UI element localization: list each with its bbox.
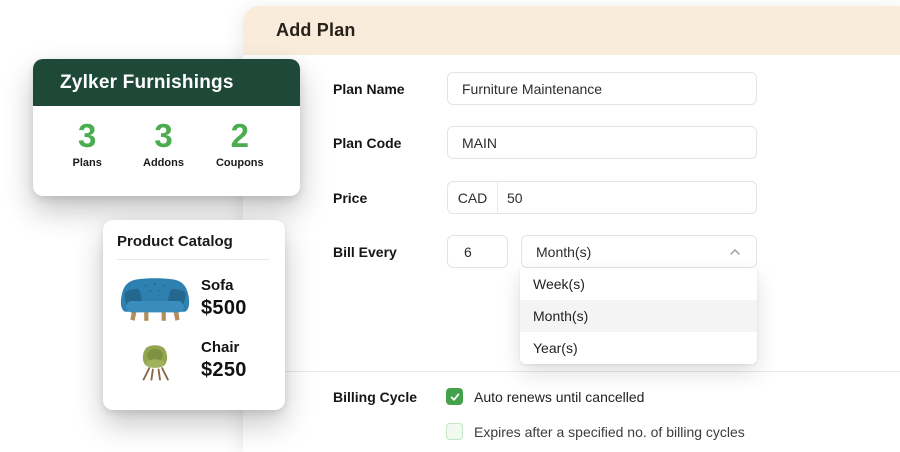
plan-name-input[interactable]: Furniture Maintenance	[447, 72, 757, 105]
price-label: Price	[333, 190, 368, 206]
chair-text: Chair $250	[201, 339, 247, 382]
chair-name: Chair	[201, 339, 240, 356]
checkbox-unchecked-icon[interactable]	[446, 423, 463, 440]
stat-coupons: 2 Coupons	[202, 119, 278, 169]
price-value: 50	[507, 189, 523, 206]
stat-plans-value: 3	[77, 117, 97, 154]
dropdown-option-years[interactable]: Year(s)	[520, 332, 757, 364]
section-divider	[243, 371, 900, 372]
dropdown-option-weeks[interactable]: Week(s)	[520, 268, 757, 300]
checkmark-icon	[450, 393, 459, 401]
billing-option-expires[interactable]: Expires after a specified no. of billing…	[446, 423, 745, 440]
zylker-summary-card: Zylker Furnishings 3 Plans 3 Addons 2 Co…	[33, 59, 300, 196]
page-title: Add Plan	[276, 20, 356, 40]
billing-cycle-label: Billing Cycle	[333, 389, 418, 405]
chevron-up-icon	[730, 248, 740, 255]
stat-coupons-label: Coupons	[215, 157, 264, 169]
add-plan-header: Add Plan	[243, 6, 900, 55]
auto-renew-option-label: Auto renews until cancelled	[474, 388, 645, 405]
billing-option-auto-renew[interactable]: Auto renews until cancelled	[446, 388, 644, 405]
company-name: Zylker Furnishings	[60, 71, 234, 93]
catalog-title: Product Catalog	[117, 233, 233, 250]
stat-plans: 3 Plans	[49, 119, 125, 169]
sofa-illustration	[117, 272, 193, 324]
stat-addons-value: 3	[154, 117, 173, 154]
expires-option-label: Expires after a specified no. of billing…	[474, 423, 745, 440]
bill-every-unit-dropdown: Week(s) Month(s) Year(s)	[520, 268, 757, 364]
catalog-divider	[117, 259, 269, 260]
catalog-item-chair: Chair $250	[117, 339, 271, 382]
chair-illustration	[117, 340, 193, 382]
checkbox-checked-icon[interactable]	[446, 388, 463, 405]
plan-code-value: MAIN	[462, 134, 497, 151]
summary-stats: 3 Plans 3 Addons 2 Coupons	[33, 106, 300, 169]
stat-addons-label: Addons	[143, 157, 184, 169]
price-input[interactable]: CAD 50	[447, 181, 757, 214]
stat-coupons-value: 2	[230, 117, 249, 154]
sofa-name: Sofa	[201, 276, 234, 294]
dropdown-option-months[interactable]: Month(s)	[520, 300, 757, 332]
currency-code: CAD	[448, 182, 498, 213]
bill-every-label: Bill Every	[333, 244, 397, 260]
zylker-card-header: Zylker Furnishings	[33, 59, 300, 106]
bill-every-count-value: 6	[464, 243, 472, 260]
stat-addons: 3 Addons	[125, 119, 201, 169]
catalog-item-sofa: Sofa $500	[117, 272, 271, 324]
sofa-price: $500	[201, 296, 247, 319]
plan-code-label: Plan Code	[333, 135, 402, 151]
chair-price: $250	[201, 359, 247, 381]
sofa-text: Sofa $500	[201, 277, 247, 320]
plan-name-value: Furniture Maintenance	[462, 80, 603, 97]
bill-every-count-input[interactable]: 6	[447, 235, 508, 268]
bill-every-unit-value: Month(s)	[536, 243, 592, 260]
product-catalog-card: Product Catalog	[103, 220, 285, 410]
stat-plans-label: Plans	[72, 157, 102, 169]
bill-every-unit-select[interactable]: Month(s)	[521, 235, 757, 268]
add-plan-panel: Add Plan Plan Name Furniture Maintenance…	[243, 6, 900, 452]
plan-code-input[interactable]: MAIN	[447, 126, 757, 159]
plan-name-label: Plan Name	[333, 81, 405, 97]
